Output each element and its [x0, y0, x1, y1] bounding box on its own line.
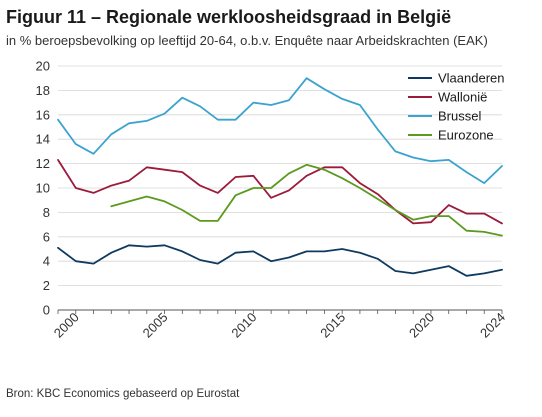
y-tick-label: 0	[43, 303, 50, 318]
legend-label: Vlaanderen	[438, 71, 505, 86]
y-tick-label: 8	[43, 205, 50, 220]
x-tick-label: 2010	[228, 310, 259, 341]
y-tick-label: 4	[43, 254, 50, 269]
y-tick-label: 6	[43, 229, 50, 244]
y-tick-label: 10	[36, 181, 50, 196]
x-tick-label: 2024	[477, 310, 508, 341]
x-tick-label: 2015	[317, 310, 348, 341]
y-tick-label: 18	[36, 83, 50, 98]
x-tick-label: 2005	[140, 310, 171, 341]
x-tick-label: 2000	[51, 310, 82, 341]
y-tick-label: 16	[36, 107, 50, 122]
series-line-vlaanderen	[57, 244, 503, 277]
chart-subtitle: in % beroepsbevolking op leeftijd 20-64,…	[6, 33, 488, 48]
y-tick-label: 12	[36, 156, 50, 171]
series-line-eurozone	[110, 163, 503, 237]
legend-label: Wallonië	[438, 90, 487, 105]
y-tick-label: 2	[43, 278, 50, 293]
y-tick-label: 14	[36, 132, 50, 147]
source-note: Bron: KBC Economics gebaseerd op Eurosta…	[6, 388, 240, 400]
x-tick-label: 2020	[406, 310, 437, 341]
legend: Vlaanderen Wallonië Brussel Eurozone	[408, 71, 505, 143]
series-line-brussel	[57, 77, 503, 184]
legend-label: Eurozone	[438, 128, 494, 143]
series-lines	[57, 77, 503, 277]
legend-label: Brussel	[438, 109, 481, 124]
y-tick-label: 20	[36, 59, 50, 74]
chart-title: Figuur 11 – Regionale werkloosheidsgraad…	[6, 7, 452, 27]
gridlines	[58, 65, 502, 311]
series-line-walloni-	[57, 159, 503, 225]
